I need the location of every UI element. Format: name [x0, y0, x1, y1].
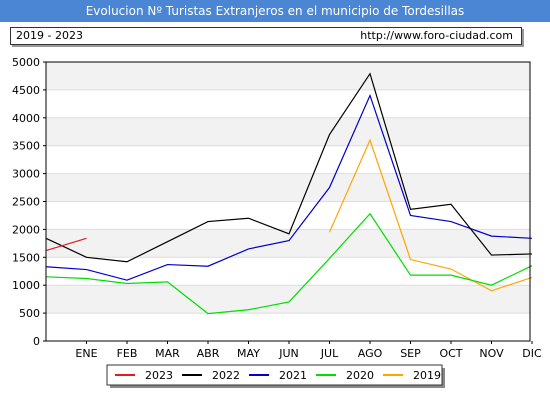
legend-label-2019: 2019 — [413, 369, 441, 382]
info-bar: 2019 - 2023 http://www.foro-ciudad.com — [10, 27, 522, 45]
series-line-2023 — [45, 237, 87, 252]
plot-frame — [45, 61, 531, 342]
y-tick-label: 3000 — [12, 168, 40, 181]
grid-band — [46, 89, 530, 118]
legend-label-2020: 2020 — [346, 369, 374, 382]
x-tick-label: MAY — [237, 347, 260, 360]
x-tick-label: FEB — [117, 347, 138, 360]
grid-band — [46, 117, 530, 146]
x-tick-label: DIC — [522, 347, 542, 360]
y-tick-label: 1500 — [12, 251, 40, 264]
x-tick-label: JUL — [320, 347, 339, 360]
x-tick-label: MAR — [155, 347, 180, 360]
grid-band — [46, 145, 530, 174]
legend-label-2023: 2023 — [145, 369, 173, 382]
x-tick-label: NOV — [479, 347, 504, 360]
x-tick-label: SEP — [400, 347, 421, 360]
period-label: 2019 - 2023 — [16, 29, 83, 42]
x-tick-label: AGO — [358, 347, 383, 360]
x-tick-label: ENE — [75, 347, 97, 360]
legend-label-2022: 2022 — [212, 369, 240, 382]
y-axis-ticks: 0 500 1000 1500 2000 2500 3000 3500 4000 4500 5000 — [12, 56, 46, 348]
y-tick-label: 1000 — [12, 279, 40, 292]
source-url: http://www.foro-ciudad.com — [360, 29, 513, 42]
y-tick-label: 2000 — [12, 223, 40, 236]
grid-band — [46, 313, 530, 341]
grid-band — [46, 173, 530, 202]
y-tick-label: 3500 — [12, 140, 40, 153]
y-tick-label: 5000 — [12, 56, 40, 69]
series-lines — [45, 72, 533, 315]
legend-box — [106, 364, 443, 386]
grid-band — [46, 201, 530, 230]
grid-band — [46, 285, 530, 314]
legend-label-2021: 2021 — [279, 369, 307, 382]
series-line-2020 — [45, 212, 533, 315]
y-tick-label: 4000 — [12, 112, 40, 125]
x-tick-label: OCT — [439, 347, 462, 360]
grid-band — [46, 257, 530, 286]
x-axis-ticks: ENE FEB MAR ABR MAY JUN JUL AGO SEP OCT NOV DIC — [75, 341, 542, 360]
legend: 2023 2022 2021 2020 2019 — [106, 364, 445, 388]
y-tick-label: 2500 — [12, 196, 40, 209]
x-tick-label: ABR — [197, 347, 220, 360]
series-line-2022 — [45, 72, 533, 263]
series-line-2019 — [328, 138, 533, 292]
y-tick-label: 500 — [19, 307, 40, 320]
grid-band — [46, 62, 530, 90]
grid-bands — [46, 61, 530, 342]
x-tick-label: JUN — [278, 347, 299, 360]
chart-title: Evolucion Nº Turistas Extranjeros en el … — [0, 0, 550, 22]
y-tick-label: 0 — [33, 335, 40, 348]
y-tick-label: 4500 — [12, 84, 40, 97]
series-line-2021 — [45, 93, 533, 281]
